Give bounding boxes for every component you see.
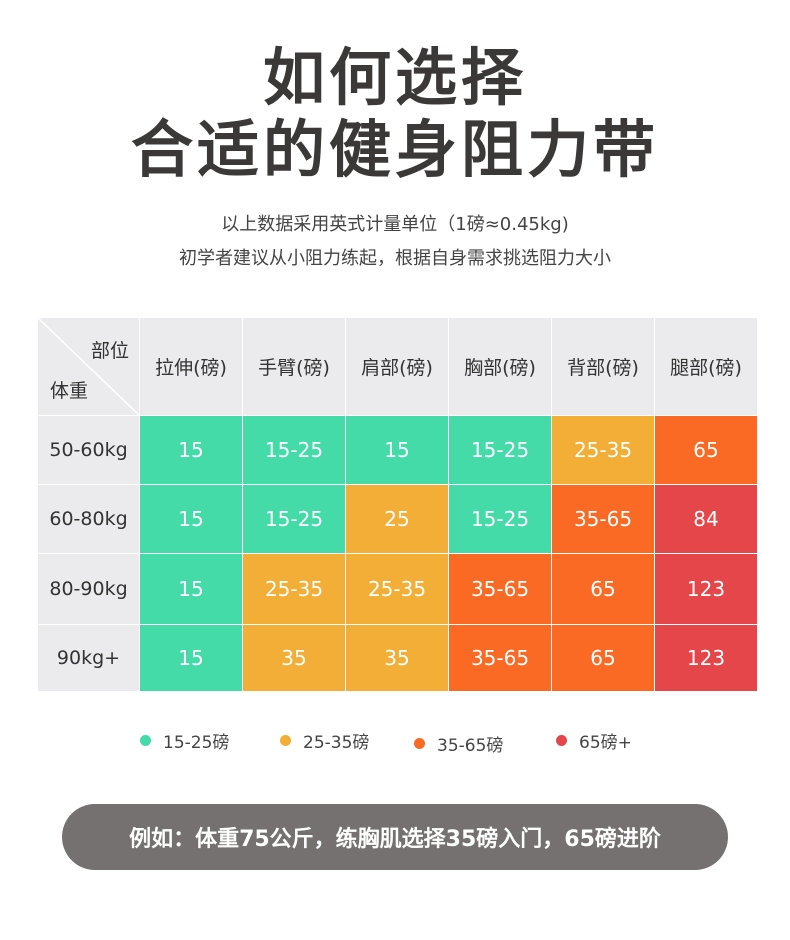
column-header: 手臂(磅) bbox=[243, 318, 345, 415]
legend-dot-icon bbox=[556, 735, 567, 746]
resistance-value-cell: 15 bbox=[346, 416, 448, 484]
legend-item: 35-65磅 bbox=[414, 731, 503, 756]
resistance-value-cell: 35-65 bbox=[552, 485, 654, 553]
resistance-value-cell: 15-25 bbox=[449, 485, 551, 553]
resistance-value-cell: 123 bbox=[655, 625, 757, 691]
example-banner-text: 例如：体重75公斤，练胸肌选择35磅入门，65磅进阶 bbox=[129, 827, 661, 852]
resistance-value-cell: 123 bbox=[655, 554, 757, 624]
resistance-value-cell: 15-25 bbox=[243, 416, 345, 484]
resistance-table: 部位 体重 拉伸(磅) 手臂(磅) 肩部(磅) 胸部(磅) 背部(磅) 腿部(磅) 50-6… bbox=[38, 318, 757, 693]
page-title-line1: 如何选择 bbox=[262, 41, 527, 114]
row-header-weight: 50-60kg bbox=[38, 416, 139, 484]
legend-label: 35-65磅 bbox=[437, 736, 504, 756]
column-header: 肩部(磅) bbox=[346, 318, 448, 415]
resistance-value-cell: 15-25 bbox=[243, 485, 345, 553]
resistance-value-cell: 15 bbox=[140, 625, 242, 691]
column-header: 拉伸(磅) bbox=[140, 318, 242, 415]
legend-dot-icon bbox=[414, 738, 425, 749]
legend-label: 25-35磅 bbox=[303, 733, 370, 753]
resistance-value-cell: 15 bbox=[140, 416, 242, 484]
resistance-value-cell: 35-65 bbox=[449, 554, 551, 624]
resistance-value-cell: 25-35 bbox=[552, 416, 654, 484]
example-banner: 例如：体重75公斤，练胸肌选择35磅入门，65磅进阶 bbox=[62, 804, 728, 870]
resistance-value-cell: 35-65 bbox=[449, 625, 551, 691]
resistance-grid: 部位 体重 拉伸(磅) 手臂(磅) 肩部(磅) 胸部(磅) 背部(磅) 腿部(磅) 50-6… bbox=[38, 318, 757, 693]
legend-dot-icon bbox=[280, 735, 291, 746]
column-header: 胸部(磅) bbox=[449, 318, 551, 415]
column-header: 背部(磅) bbox=[552, 318, 654, 415]
corner-diagonal-line bbox=[38, 318, 139, 415]
row-header-weight: 90kg+ bbox=[38, 625, 139, 691]
resistance-value-cell: 65 bbox=[552, 625, 654, 691]
resistance-value-cell: 25-35 bbox=[346, 554, 448, 624]
legend-item: 25-35磅 bbox=[280, 728, 369, 753]
color-legend: 15-25磅 25-35磅 35-65磅 65磅+ bbox=[0, 728, 790, 756]
resistance-value-cell: 15 bbox=[140, 554, 242, 624]
legend-dot-icon bbox=[140, 735, 151, 746]
row-header-weight: 80-90kg bbox=[38, 554, 139, 624]
subtitle-beginner-tip: 初学者建议从小阻力练起，根据自身需求挑选阻力大小 bbox=[179, 248, 611, 269]
column-header: 腿部(磅) bbox=[655, 318, 757, 415]
resistance-value-cell: 15 bbox=[140, 485, 242, 553]
resistance-value-cell: 15-25 bbox=[449, 416, 551, 484]
resistance-value-cell: 65 bbox=[552, 554, 654, 624]
resistance-value-cell: 35 bbox=[243, 625, 345, 691]
table-corner-cell: 部位 体重 bbox=[38, 318, 139, 415]
resistance-value-cell: 65 bbox=[655, 416, 757, 484]
resistance-value-cell: 25-35 bbox=[243, 554, 345, 624]
legend-item: 65磅+ bbox=[556, 728, 632, 753]
legend-label: 65磅+ bbox=[579, 733, 632, 753]
page-title-line2: 合适的健身阻力带 bbox=[130, 113, 659, 186]
legend-item: 15-25磅 bbox=[140, 728, 229, 753]
row-header-weight: 60-80kg bbox=[38, 485, 139, 553]
corner-weight-label: 体重 bbox=[50, 380, 89, 402]
subtitle-unit-note: 以上数据采用英式计量单位（1磅≈0.45kg) bbox=[221, 214, 569, 235]
resistance-value-cell: 84 bbox=[655, 485, 757, 553]
resistance-value-cell: 35 bbox=[346, 625, 448, 691]
legend-label: 15-25磅 bbox=[163, 733, 230, 753]
resistance-value-cell: 25 bbox=[346, 485, 448, 553]
corner-part-label: 部位 bbox=[90, 340, 129, 362]
